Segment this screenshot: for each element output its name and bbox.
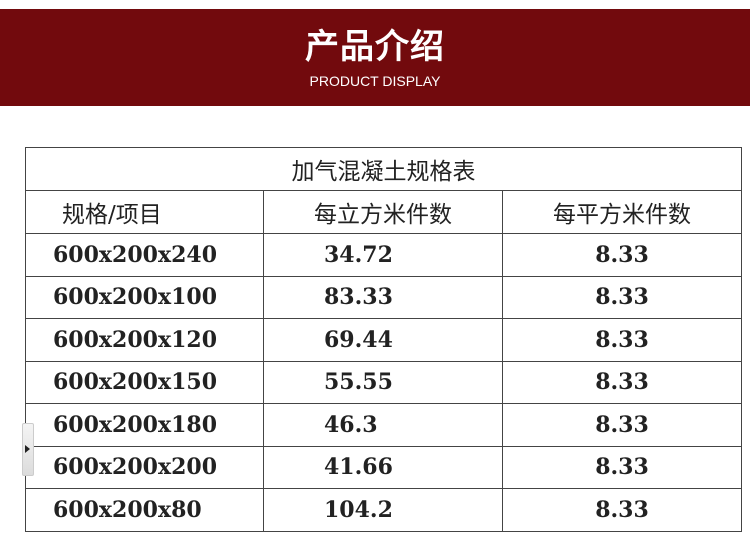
spec-cell: 600x200x100 [25,275,264,319]
table-row: 600x200x200 41.66 8.33 [25,445,743,489]
header-banner: 产品介绍 PRODUCT DISPLAY [0,9,750,106]
banner-subtitle: PRODUCT DISPLAY [309,73,441,89]
per-square-cell: 8.33 [501,360,743,404]
per-square-cell: 8.33 [501,403,743,447]
spec-cell: 600x200x200 [25,445,264,489]
table-row: 600x200x100 83.33 8.33 [25,275,743,319]
per-cubic-cell: 46.3 [263,403,503,447]
per-cubic-cell: 83.33 [263,275,503,319]
banner-title: 产品介绍 [305,27,445,67]
table-row: 600x200x80 104.2 8.33 [25,488,743,532]
spec-table: 加气混凝土规格表 规格/项目 每立方米件数 每平方米件数 600x200x240… [24,147,743,532]
per-square-cell: 8.33 [501,318,743,362]
table-caption: 加气混凝土规格表 [24,147,743,191]
per-square-cell: 8.33 [501,233,743,277]
header-per-cubic: 每立方米件数 [263,190,503,234]
spec-cell: 600x200x120 [25,318,264,362]
per-square-cell: 8.33 [501,275,743,319]
table-row: 600x200x150 55.55 8.33 [25,360,743,404]
per-cubic-cell: 41.66 [263,445,503,489]
table-header-row: 规格/项目 每立方米件数 每平方米件数 [25,190,743,234]
per-cubic-cell: 104.2 [263,488,503,532]
spec-cell: 600x200x80 [25,488,264,532]
header-spec: 规格/项目 [25,190,264,234]
spec-cell: 600x200x180 [25,403,264,447]
per-cubic-cell: 69.44 [263,318,503,362]
per-square-cell: 8.33 [501,445,743,489]
triangle-right-icon [25,445,30,453]
per-square-cell: 8.33 [501,488,743,532]
table-row: 600x200x240 34.72 8.33 [25,233,743,277]
table-row: 600x200x120 69.44 8.33 [25,318,743,362]
header-per-square: 每平方米件数 [501,190,743,234]
side-expand-tab[interactable] [22,423,34,476]
spec-cell: 600x200x240 [25,233,264,277]
spec-cell: 600x200x150 [25,360,264,404]
per-cubic-cell: 55.55 [263,360,503,404]
table-row: 600x200x180 46.3 8.33 [25,403,743,447]
per-cubic-cell: 34.72 [263,233,503,277]
